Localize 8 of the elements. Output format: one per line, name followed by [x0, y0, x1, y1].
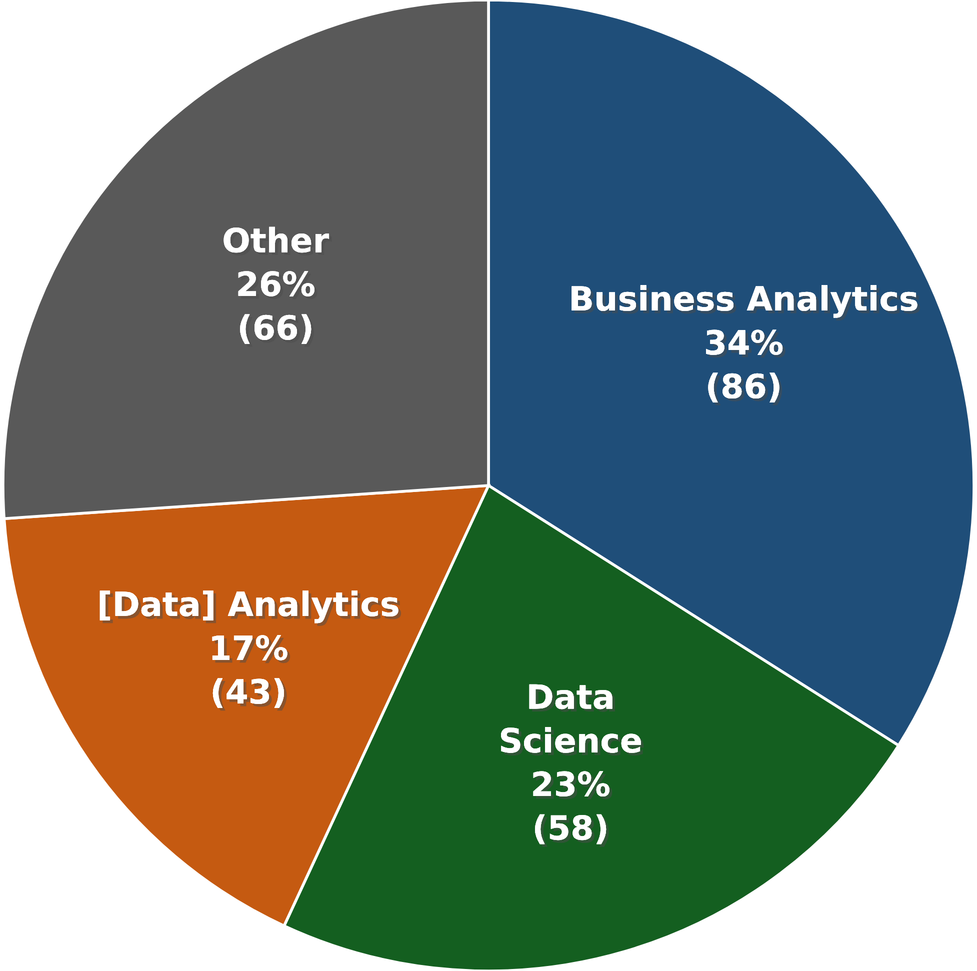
slice-label: Data Science: [501, 684, 644, 756]
slice-label: Other: [224, 226, 332, 256]
slice-label: [Data] Analytics: [100, 590, 402, 626]
data-label: 23% (58): [533, 771, 612, 847]
slice-label: Business Analytics: [572, 285, 920, 320]
data-label: 34% (86): [706, 330, 786, 406]
data-label: 26% (66): [238, 271, 318, 347]
data-label: 17% (43): [212, 635, 290, 711]
